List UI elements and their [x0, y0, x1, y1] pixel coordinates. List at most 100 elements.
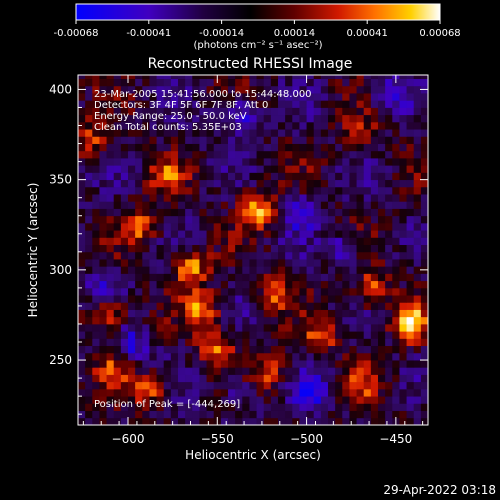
heatmap-cell [206, 165, 215, 173]
heatmap-cell [370, 75, 379, 80]
heatmap-cell [249, 100, 257, 108]
heatmap-cell [378, 323, 386, 332]
heatmap-cell [306, 360, 315, 368]
heatmap-cell [335, 331, 343, 339]
heatmap-cell [420, 273, 428, 282]
heatmap-cell [99, 194, 107, 202]
heatmap-cell [370, 121, 379, 130]
heatmap-cell [292, 208, 300, 217]
heatmap-cell [78, 172, 86, 181]
heatmap-cell [270, 259, 279, 267]
heatmap-cell [185, 367, 193, 375]
heatmap-cell [228, 345, 236, 354]
heatmap-cell [206, 295, 215, 303]
heatmap-cell [228, 259, 236, 267]
heatmap-cell [106, 157, 115, 166]
heatmap-cell [406, 352, 415, 361]
heatmap-cell [113, 85, 122, 94]
heatmap-cell [135, 287, 143, 296]
heatmap-cell [413, 157, 422, 166]
heatmap-cell [306, 251, 315, 260]
heatmap-cell [170, 136, 179, 144]
annotations: 23-Mar-2005 15:41:56.000 to 15:44:48.000… [94, 89, 312, 410]
heatmap-cell [128, 360, 136, 368]
heatmap-cell [420, 100, 428, 108]
heatmap-cell [413, 295, 422, 303]
heatmap-cell [199, 273, 207, 282]
heatmap-cell [349, 316, 357, 325]
heatmap-cell [249, 114, 257, 123]
heatmap-cell [142, 194, 150, 202]
heatmap-cell [385, 179, 393, 188]
heatmap-cell [163, 259, 172, 267]
heatmap-cell [370, 323, 379, 332]
heatmap-cell [406, 75, 415, 80]
heatmap-cell [399, 360, 407, 368]
heatmap-cell [178, 107, 186, 116]
heatmap-cell [313, 244, 322, 253]
heatmap-cell [392, 345, 400, 354]
heatmap-cell [249, 179, 257, 188]
heatmap-cell [256, 259, 265, 267]
heatmap-cell [235, 381, 243, 390]
heatmap-cell [249, 410, 257, 419]
heatmap-cell [399, 215, 407, 224]
heatmap-cell [163, 287, 172, 296]
heatmap-cell [306, 75, 315, 80]
heatmap-cell [392, 287, 400, 296]
heatmap-cell [413, 78, 422, 87]
heatmap-cell [85, 230, 93, 238]
heatmap-cell [256, 186, 265, 195]
heatmap-cell [392, 251, 400, 260]
heatmap-cell [113, 179, 122, 188]
heatmap-cell [156, 194, 165, 202]
heatmap-cell [213, 100, 222, 108]
heatmap-cell [163, 345, 172, 354]
heatmap-cell [99, 143, 107, 152]
heatmap-cell [356, 85, 365, 94]
heatmap-cell [128, 367, 136, 375]
heatmap-cell [199, 388, 207, 397]
heatmap-cell [170, 222, 179, 231]
heatmap-cell [263, 194, 272, 202]
heatmap-cell [306, 338, 315, 347]
heatmap-cell [292, 157, 300, 166]
heatmap-cell [349, 85, 357, 94]
heatmap-cell [128, 259, 136, 267]
heatmap-cell [270, 85, 279, 94]
heatmap-cell [256, 208, 265, 217]
heatmap-cell [263, 186, 272, 195]
heatmap-cell [406, 374, 415, 383]
heatmap-cell [128, 287, 136, 296]
heatmap-cell [413, 374, 422, 383]
heatmap-cell [328, 345, 336, 354]
heatmap-cell [299, 208, 307, 217]
heatmap-cell [199, 381, 207, 390]
heatmap-cell [192, 259, 200, 267]
heatmap-cell [342, 85, 350, 94]
heatmap-cell [270, 374, 279, 383]
heatmap-cell [120, 367, 129, 375]
heatmap-cell [328, 374, 336, 383]
heatmap-cell [113, 410, 122, 419]
heatmap-cell [78, 331, 86, 339]
heatmap-cell [85, 208, 93, 217]
heatmap-cell [113, 75, 122, 80]
heatmap-cell [178, 360, 186, 368]
heatmap-cell [313, 208, 322, 217]
heatmap-cell [292, 194, 300, 202]
heatmap-cell [178, 121, 186, 130]
heatmap-cell [170, 237, 179, 245]
heatmap-cell [106, 194, 115, 202]
heatmap-cell [392, 273, 400, 282]
heatmap-cell [220, 143, 229, 152]
heatmap-cell [206, 78, 215, 87]
heatmap-cell [270, 157, 279, 166]
heatmap-cell [292, 75, 300, 80]
heatmap-cell [99, 323, 107, 332]
heatmap-cell [328, 273, 336, 282]
heatmap-cell [256, 230, 265, 238]
heatmap-cell [313, 93, 322, 101]
heatmap-cell [313, 280, 322, 289]
heatmap-cell [320, 338, 329, 347]
